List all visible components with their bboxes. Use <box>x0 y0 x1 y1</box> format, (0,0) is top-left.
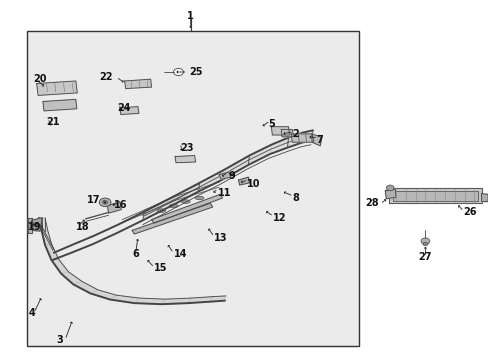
Polygon shape <box>269 138 288 154</box>
Text: 4: 4 <box>28 308 35 318</box>
Polygon shape <box>481 194 487 202</box>
Polygon shape <box>281 130 293 137</box>
Polygon shape <box>41 230 52 245</box>
Text: 14: 14 <box>173 249 187 259</box>
Polygon shape <box>32 218 41 226</box>
Ellipse shape <box>157 209 165 212</box>
Polygon shape <box>110 295 139 303</box>
Polygon shape <box>219 172 230 179</box>
Circle shape <box>173 68 183 76</box>
Text: 9: 9 <box>228 171 235 181</box>
Polygon shape <box>311 134 321 146</box>
Text: 27: 27 <box>418 252 431 262</box>
Polygon shape <box>161 298 190 304</box>
Polygon shape <box>32 220 40 231</box>
Circle shape <box>30 222 34 225</box>
Polygon shape <box>142 197 172 220</box>
Text: 11: 11 <box>217 188 231 198</box>
Polygon shape <box>28 218 32 233</box>
Polygon shape <box>175 156 195 163</box>
Text: 5: 5 <box>267 119 274 129</box>
Polygon shape <box>132 203 212 234</box>
Ellipse shape <box>169 204 178 208</box>
Text: 3: 3 <box>56 335 63 345</box>
Text: 2: 2 <box>292 129 299 139</box>
Circle shape <box>99 198 111 207</box>
Polygon shape <box>43 99 77 111</box>
Text: 23: 23 <box>180 143 193 153</box>
Circle shape <box>422 242 427 246</box>
Text: 19: 19 <box>28 222 42 232</box>
Text: 6: 6 <box>132 249 139 259</box>
Polygon shape <box>223 156 249 179</box>
Bar <box>27 31 359 346</box>
Text: 12: 12 <box>272 213 286 223</box>
Text: 15: 15 <box>154 263 167 273</box>
Polygon shape <box>271 127 289 135</box>
Ellipse shape <box>195 196 203 200</box>
Text: 16: 16 <box>113 200 127 210</box>
Polygon shape <box>188 297 212 303</box>
Polygon shape <box>45 245 59 260</box>
Text: 26: 26 <box>463 207 476 217</box>
Polygon shape <box>37 81 77 95</box>
Text: 21: 21 <box>46 117 60 127</box>
Text: 13: 13 <box>214 233 227 243</box>
Circle shape <box>386 185 393 191</box>
Polygon shape <box>73 282 98 293</box>
Polygon shape <box>302 130 312 143</box>
Polygon shape <box>248 145 271 165</box>
Text: 8: 8 <box>292 193 299 203</box>
Polygon shape <box>238 177 249 185</box>
Circle shape <box>420 238 429 244</box>
Polygon shape <box>171 183 199 206</box>
Text: 20: 20 <box>33 74 47 84</box>
Polygon shape <box>210 296 225 302</box>
Text: 1: 1 <box>187 11 194 21</box>
Polygon shape <box>290 134 313 142</box>
Text: 18: 18 <box>76 222 89 232</box>
Text: 10: 10 <box>246 179 260 189</box>
Polygon shape <box>120 107 139 114</box>
Polygon shape <box>124 79 151 89</box>
Polygon shape <box>287 132 303 148</box>
Text: 7: 7 <box>316 135 323 145</box>
Polygon shape <box>61 272 82 284</box>
Text: 25: 25 <box>189 67 203 77</box>
Bar <box>392 191 477 201</box>
Polygon shape <box>107 202 121 213</box>
Circle shape <box>102 201 107 204</box>
Polygon shape <box>39 218 48 231</box>
Polygon shape <box>385 189 395 199</box>
Text: 22: 22 <box>99 72 112 82</box>
Polygon shape <box>90 290 116 300</box>
Polygon shape <box>51 259 68 274</box>
Ellipse shape <box>181 200 190 203</box>
Polygon shape <box>151 194 222 223</box>
Polygon shape <box>198 170 224 192</box>
Text: 28: 28 <box>365 198 378 208</box>
Polygon shape <box>388 188 481 203</box>
Text: 24: 24 <box>117 103 131 113</box>
Text: 17: 17 <box>86 195 100 205</box>
Circle shape <box>30 225 34 228</box>
Polygon shape <box>134 298 165 304</box>
